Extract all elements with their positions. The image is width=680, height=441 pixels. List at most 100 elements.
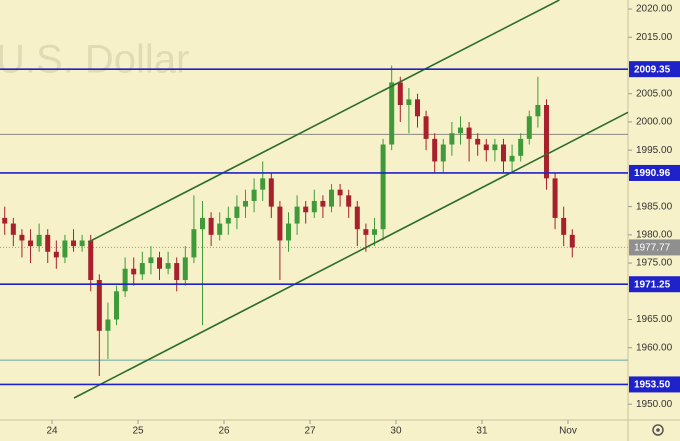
plot-area bbox=[0, 0, 629, 399]
y-tick-label: 1965.00 bbox=[636, 314, 673, 325]
level-label-box bbox=[629, 61, 680, 78]
candle-body bbox=[432, 138, 438, 162]
candle-body bbox=[139, 263, 145, 275]
candle-body bbox=[174, 263, 180, 280]
candle-body bbox=[286, 223, 292, 241]
x-tick-label: 30 bbox=[390, 426, 402, 437]
candle-body bbox=[509, 155, 515, 162]
candle-body bbox=[234, 206, 240, 218]
x-tick-label: 31 bbox=[476, 426, 488, 437]
candle-body bbox=[10, 223, 16, 235]
y-tick-label: 1960.00 bbox=[636, 342, 673, 353]
candle-body bbox=[217, 223, 223, 235]
y-tick-label: 2015.00 bbox=[636, 32, 673, 43]
level-label: 1971.25 bbox=[634, 279, 671, 290]
candle-body bbox=[569, 234, 575, 248]
candle-body bbox=[466, 127, 472, 139]
gear-center[interactable] bbox=[656, 428, 660, 432]
last-price-label: 1977.77 bbox=[634, 243, 671, 254]
candle-body bbox=[500, 144, 506, 162]
candle-body bbox=[483, 144, 489, 151]
y-tick-label: 2000.00 bbox=[636, 117, 673, 128]
candle-body bbox=[397, 82, 403, 105]
candle-body bbox=[268, 178, 274, 207]
candle-body bbox=[294, 206, 300, 224]
candle-body bbox=[79, 240, 85, 247]
candle-body bbox=[62, 240, 68, 258]
axis-labels: 2020.00 2015.00 2005.00 2000.00 1995.00 1985.… bbox=[46, 4, 680, 437]
candle-body bbox=[225, 217, 231, 224]
candle-body bbox=[457, 127, 463, 134]
candle-body bbox=[260, 178, 266, 190]
level-label: 2009.35 bbox=[634, 64, 671, 75]
y-tick-label: 1975.00 bbox=[636, 258, 673, 269]
level-label: 1953.50 bbox=[634, 380, 671, 391]
candle-body bbox=[131, 268, 137, 275]
candle-body bbox=[371, 229, 377, 235]
candle-body bbox=[251, 189, 257, 201]
candle-body bbox=[543, 105, 549, 179]
candle-body bbox=[354, 206, 360, 230]
candle-body bbox=[200, 217, 206, 230]
trendline bbox=[73, 111, 629, 399]
candle-body bbox=[208, 217, 214, 235]
settings-icon[interactable] bbox=[652, 424, 664, 436]
x-tick-label: 26 bbox=[218, 426, 230, 437]
trendline bbox=[87, 0, 560, 243]
candle-body bbox=[277, 206, 283, 241]
candle-body bbox=[328, 189, 334, 207]
candle-body bbox=[346, 195, 352, 207]
y-tick-label: 2005.00 bbox=[636, 88, 673, 99]
candle-body bbox=[475, 138, 481, 145]
x-tick-label: 24 bbox=[46, 426, 58, 437]
y-tick-label: 1985.00 bbox=[636, 201, 673, 212]
candle-body bbox=[165, 263, 171, 269]
y-tick-label: 2020.00 bbox=[636, 4, 673, 15]
candle-body bbox=[449, 133, 455, 145]
x-tick-label: Nov bbox=[559, 426, 577, 437]
candle-body bbox=[2, 217, 8, 224]
candle-body bbox=[363, 229, 369, 235]
candle-body bbox=[414, 99, 420, 117]
candle-body bbox=[71, 240, 77, 247]
x-tick-label: 27 bbox=[304, 426, 316, 437]
candle-body bbox=[320, 200, 326, 207]
candle-body bbox=[518, 138, 524, 156]
candle-body bbox=[28, 240, 34, 247]
candle-body bbox=[53, 251, 59, 258]
level-label-box bbox=[629, 376, 680, 393]
y-tick-label: 1980.00 bbox=[636, 229, 673, 240]
candle-body bbox=[406, 99, 412, 105]
candle-body bbox=[191, 229, 197, 258]
candle-body bbox=[440, 144, 446, 162]
gear[interactable] bbox=[652, 424, 664, 436]
candle-body bbox=[114, 291, 120, 320]
candle-body bbox=[122, 268, 128, 292]
candle-body bbox=[19, 234, 25, 241]
candle-body bbox=[96, 280, 102, 331]
last-price-box bbox=[629, 239, 680, 256]
candle-body bbox=[88, 240, 94, 280]
level-label: 1990.96 bbox=[634, 168, 671, 179]
candle-body bbox=[36, 234, 42, 247]
candle-body bbox=[157, 257, 163, 269]
candle-body bbox=[535, 105, 541, 117]
candle-body bbox=[552, 178, 558, 218]
x-tick-label: 25 bbox=[132, 426, 144, 437]
candle-body bbox=[182, 257, 188, 280]
level-label-box bbox=[629, 164, 680, 181]
watermark: U.S. Dollar bbox=[0, 38, 189, 82]
candle-body bbox=[105, 319, 111, 331]
candle-body bbox=[380, 144, 386, 230]
candle-body bbox=[423, 116, 429, 139]
y-tick-label: 1950.00 bbox=[636, 399, 673, 410]
candle-body bbox=[243, 200, 249, 207]
candle-body bbox=[337, 189, 343, 196]
level-label-box bbox=[629, 276, 680, 293]
candle-body bbox=[303, 206, 309, 213]
candle-body bbox=[389, 82, 395, 145]
candle-body bbox=[45, 234, 51, 252]
